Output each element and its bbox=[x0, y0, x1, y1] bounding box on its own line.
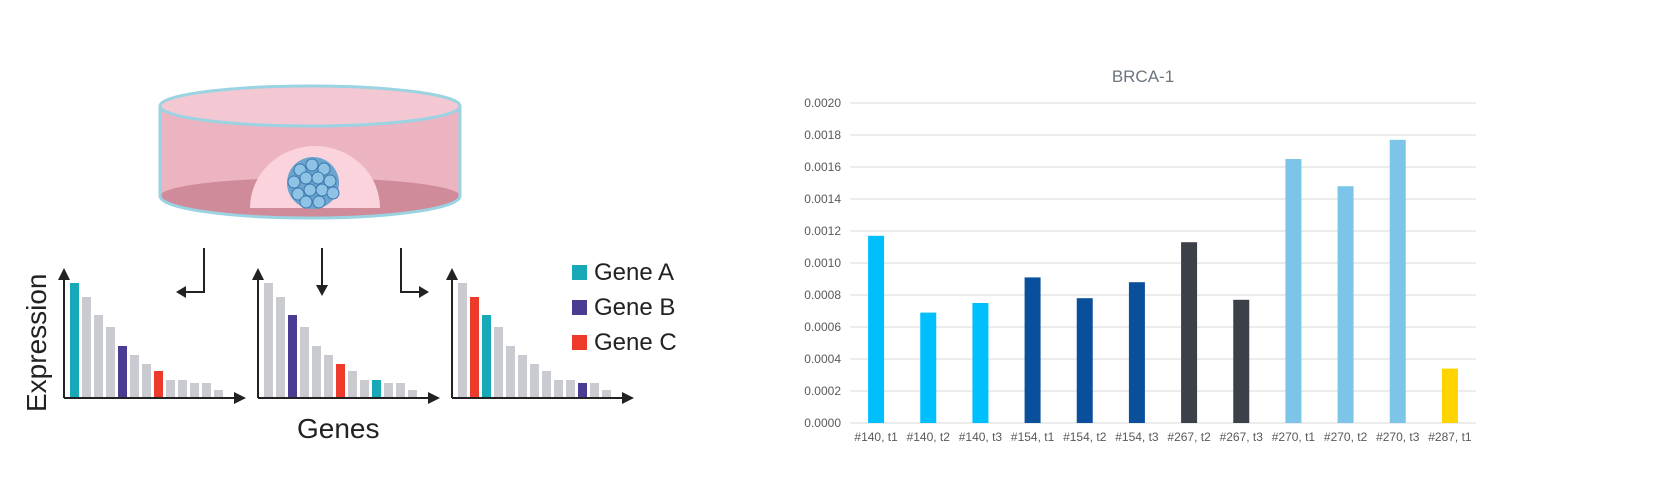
gene-c-label: Gene C bbox=[594, 329, 677, 356]
expression-axis-label: Expression bbox=[21, 273, 52, 412]
profile-2-bar bbox=[276, 297, 285, 397]
gene-b-swatch bbox=[572, 300, 587, 315]
y-tick-label: 0.0000 bbox=[804, 416, 841, 430]
profile-1-bar bbox=[214, 390, 223, 397]
bar-11 bbox=[1389, 139, 1406, 424]
x-tick-label: #154, t2 bbox=[1063, 430, 1107, 444]
y-tick-label: 0.0018 bbox=[804, 128, 841, 142]
x-tick-label: #270, t3 bbox=[1376, 430, 1420, 444]
profile-2-bar bbox=[372, 380, 381, 397]
y-tick-label: 0.0012 bbox=[804, 224, 841, 238]
profile-2-bar bbox=[288, 315, 297, 397]
profile-1-bar bbox=[94, 315, 103, 397]
bar-8 bbox=[1233, 299, 1250, 423]
profile-1-bar bbox=[130, 355, 139, 397]
profile-3-bar bbox=[542, 371, 551, 397]
gene-c-swatch bbox=[572, 335, 587, 350]
arrow-down-icon bbox=[316, 285, 328, 296]
profile-2-bar bbox=[360, 380, 369, 397]
bar-1 bbox=[868, 235, 885, 423]
profile-1-bar bbox=[202, 383, 211, 397]
gene-a-swatch bbox=[572, 265, 587, 280]
brca1-bar-chart: BRCA-1 0.00000.00020.00040.00060.00080.0… bbox=[804, 67, 1476, 444]
bar-2 bbox=[920, 312, 937, 423]
profile-3-bar bbox=[482, 315, 491, 397]
profile-axes bbox=[63, 276, 626, 399]
profile-1-bar bbox=[190, 383, 199, 397]
gene-a-label: Gene A bbox=[594, 259, 674, 286]
profile-2-bar bbox=[324, 355, 333, 397]
bar-10 bbox=[1337, 186, 1354, 423]
y-tick-label: 0.0016 bbox=[804, 160, 841, 174]
bar-9 bbox=[1285, 159, 1302, 423]
y-tick-label: 0.0008 bbox=[804, 288, 841, 302]
gene-b-label: Gene B bbox=[594, 294, 675, 321]
y-tick-label: 0.0010 bbox=[804, 256, 841, 270]
profile-2-bar bbox=[312, 346, 321, 397]
y-tick-label: 0.0004 bbox=[804, 352, 841, 366]
profile-1-bar bbox=[70, 283, 79, 397]
profile-1-bar bbox=[82, 297, 91, 397]
cell-culture-illustration: Expression Genes Gene A Gene B Gene C bbox=[21, 84, 677, 444]
spheroid-icon bbox=[287, 157, 340, 209]
split-arrows bbox=[180, 248, 424, 293]
x-tick-label: #140, t3 bbox=[959, 430, 1003, 444]
profile-2-bar bbox=[264, 283, 273, 397]
profile-3-bar bbox=[602, 390, 611, 397]
profile-1-bar bbox=[106, 327, 115, 397]
profile-3-bar bbox=[506, 346, 515, 397]
profile-3-bar bbox=[518, 355, 527, 397]
profile-3-bar bbox=[458, 283, 467, 397]
y-tick-label: 0.0020 bbox=[804, 96, 841, 110]
y-tick-label: 0.0014 bbox=[804, 192, 841, 206]
bar-3 bbox=[972, 303, 989, 423]
expression-profiles bbox=[70, 283, 611, 397]
x-tick-label: #287, t1 bbox=[1428, 430, 1472, 444]
profile-1-bar bbox=[142, 364, 151, 397]
bar-4 bbox=[1024, 277, 1041, 423]
arrow-left-icon bbox=[176, 286, 186, 298]
profile-3-bar bbox=[590, 383, 599, 397]
bar-12 bbox=[1441, 368, 1458, 423]
arrow-right-icon bbox=[419, 286, 429, 298]
y-axis-ticks: 0.0000 0.0002 0.0004 0.0006 0.0008 0.0010 0.00… bbox=[804, 96, 841, 430]
bar-7 bbox=[1181, 242, 1198, 423]
x-tick-label: #267, t2 bbox=[1167, 430, 1211, 444]
profile-axis-arrowheads bbox=[58, 268, 634, 404]
profile-2-bar bbox=[384, 383, 393, 397]
genes-axis-label: Genes bbox=[297, 413, 380, 444]
profile-1-bar bbox=[166, 380, 175, 397]
profile-2-bar bbox=[336, 364, 345, 397]
x-tick-label: #154, t3 bbox=[1115, 430, 1159, 444]
x-axis-ticks: #140, t1 #140, t2 #140, t3 #154, t1 #154, t2… bbox=[854, 430, 1472, 444]
profile-3-bar bbox=[530, 364, 539, 397]
profile-2-bar bbox=[408, 390, 417, 397]
y-tick-label: 0.0002 bbox=[804, 384, 841, 398]
y-tick-label: 0.0006 bbox=[804, 320, 841, 334]
profile-3-bar bbox=[554, 380, 563, 397]
profile-1-bar bbox=[154, 371, 163, 397]
gene-legend: Gene A Gene B Gene C bbox=[572, 259, 677, 356]
profile-1-bar bbox=[118, 346, 127, 397]
x-tick-label: #270, t1 bbox=[1272, 430, 1316, 444]
chart-bars bbox=[868, 139, 1458, 424]
bar-5 bbox=[1076, 298, 1093, 423]
bar-6 bbox=[1128, 282, 1145, 423]
profile-2-bar bbox=[300, 327, 309, 397]
profile-3-bar bbox=[578, 383, 587, 397]
chart-title: BRCA-1 bbox=[1112, 67, 1174, 86]
profile-2-bar bbox=[348, 371, 357, 397]
x-tick-label: #140, t1 bbox=[854, 430, 898, 444]
x-tick-label: #140, t2 bbox=[907, 430, 951, 444]
profile-3-bar bbox=[494, 327, 503, 397]
profile-1-bar bbox=[178, 380, 187, 397]
profile-3-bar bbox=[566, 380, 575, 397]
chart-gridlines bbox=[850, 102, 1476, 424]
x-tick-label: #267, t3 bbox=[1220, 430, 1264, 444]
x-tick-label: #154, t1 bbox=[1011, 430, 1055, 444]
profile-3-bar bbox=[470, 297, 479, 397]
profile-2-bar bbox=[396, 383, 405, 397]
x-tick-label: #270, t2 bbox=[1324, 430, 1368, 444]
